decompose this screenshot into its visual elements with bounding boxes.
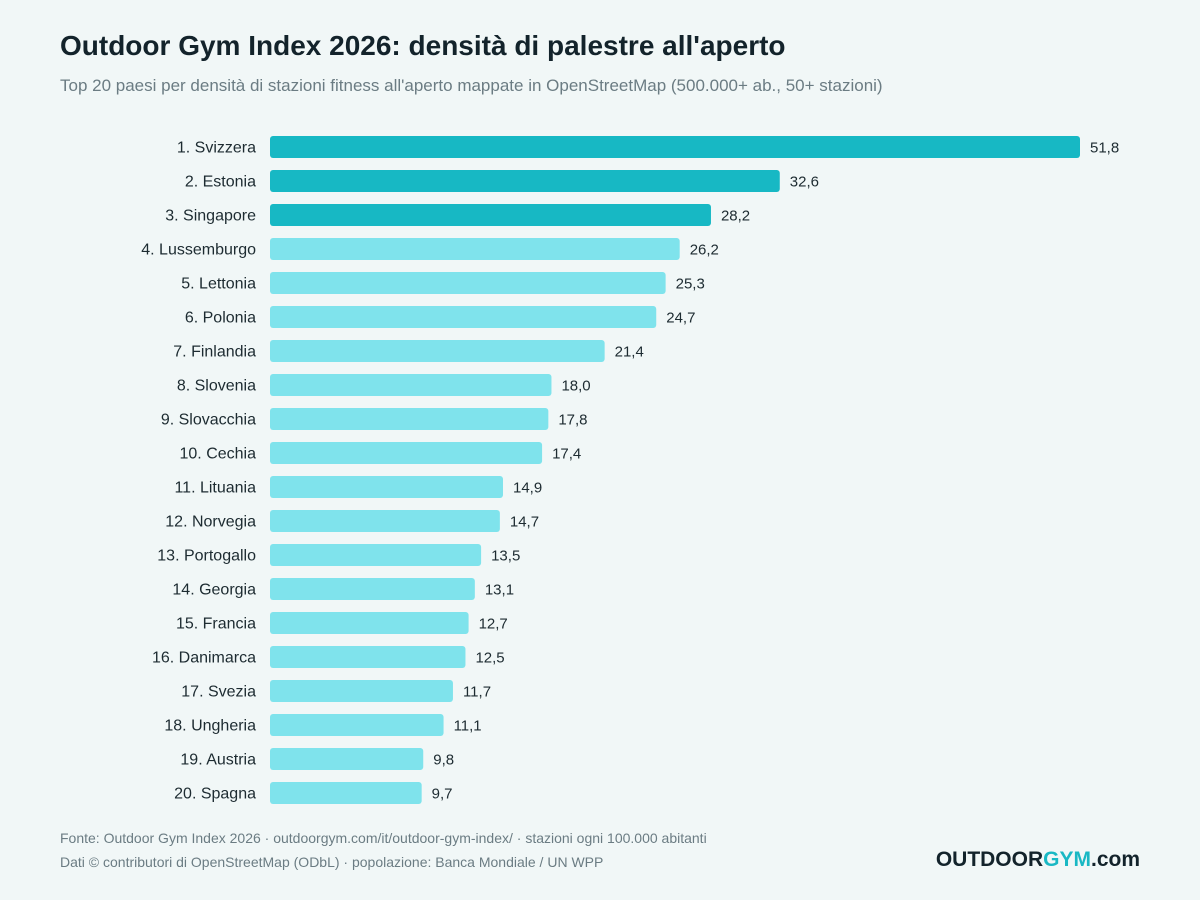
bar-spagna — [270, 782, 422, 804]
bar-francia — [270, 612, 469, 634]
value-label-georgia: 13,1 — [485, 582, 514, 599]
data-credit: Dati © contributori di OpenStreetMap (OD… — [60, 854, 604, 870]
value-label-finlandia: 21,4 — [615, 344, 644, 361]
category-label-lussemburgo: 4. Lussemburgo — [141, 242, 256, 259]
chart-title: Outdoor Gym Index 2026: densità di pales… — [60, 30, 786, 61]
source-note: Fonte: Outdoor Gym Index 2026 · outdoorg… — [60, 830, 707, 846]
bar-slovenia — [270, 374, 552, 396]
bar-portogallo — [270, 544, 482, 566]
value-label-polonia: 24,7 — [666, 310, 695, 327]
value-label-singapore: 28,2 — [721, 208, 750, 225]
value-label-danimarca: 12,5 — [475, 650, 504, 667]
logo-text-domain: .com — [1090, 848, 1140, 871]
value-label-francia: 12,7 — [479, 616, 508, 633]
bar-estonia — [270, 170, 780, 192]
category-label-estonia: 2. Estonia — [185, 174, 256, 191]
value-label-svezia: 11,7 — [463, 684, 491, 701]
category-label-ungheria: 18. Ungheria — [164, 718, 256, 735]
bar-finlandia — [270, 340, 605, 362]
category-label-portogallo: 13. Portogallo — [157, 548, 256, 565]
category-label-slovenia: 8. Slovenia — [177, 378, 256, 395]
value-label-slovenia: 18,0 — [561, 378, 590, 395]
value-label-svizzera: 51,8 — [1090, 140, 1119, 157]
bar-lettonia — [270, 272, 666, 294]
category-label-finlandia: 7. Finlandia — [173, 344, 256, 361]
value-label-ungheria: 11,1 — [454, 718, 482, 735]
category-label-norvegia: 12. Norvegia — [165, 514, 256, 531]
logo-text-gym: GYM — [1043, 848, 1091, 871]
bar-lussemburgo — [270, 238, 680, 260]
bar-georgia — [270, 578, 475, 600]
category-label-svizzera: 1. Svizzera — [177, 140, 256, 157]
category-label-lettonia: 5. Lettonia — [181, 276, 256, 293]
value-label-lussemburgo: 26,2 — [690, 242, 719, 259]
value-label-portogallo: 13,5 — [491, 548, 520, 565]
chart-subtitle: Top 20 paesi per densità di stazioni fit… — [60, 76, 883, 95]
bar-norvegia — [270, 510, 500, 532]
bar-slovacchia — [270, 408, 549, 430]
category-label-spagna: 20. Spagna — [174, 786, 256, 803]
bar-ungheria — [270, 714, 444, 736]
value-label-norvegia: 14,7 — [510, 514, 539, 531]
logo-text-outdoor: OUTDOOR — [935, 848, 1044, 871]
category-label-slovacchia: 9. Slovacchia — [161, 412, 256, 429]
bar-polonia — [270, 306, 657, 328]
bar-singapore — [270, 204, 711, 226]
value-label-estonia: 32,6 — [790, 174, 819, 191]
value-label-cechia: 17,4 — [552, 446, 581, 463]
bar-austria — [270, 748, 424, 770]
value-label-austria: 9,8 — [433, 752, 454, 769]
value-label-lituania: 14,9 — [513, 480, 542, 497]
bar-lituania — [270, 476, 503, 498]
category-label-danimarca: 16. Danimarca — [152, 650, 256, 667]
brand-logo[interactable]: OUTDOORGYM.com — [936, 848, 1140, 872]
bar-svizzera — [270, 136, 1080, 158]
bar-svezia — [270, 680, 453, 702]
category-label-cechia: 10. Cechia — [180, 446, 257, 463]
category-label-polonia: 6. Polonia — [185, 310, 256, 327]
category-label-singapore: 3. Singapore — [165, 208, 256, 225]
category-label-francia: 15. Francia — [176, 616, 256, 633]
bar-chart: 1. Svizzera 51,8 2. Estonia 32,6 3. Singapor… — [141, 136, 1119, 804]
category-label-austria: 19. Austria — [180, 752, 256, 769]
category-label-lituania: 11. Lituania — [174, 480, 256, 497]
category-label-svezia: 17. Svezia — [181, 684, 256, 701]
bar-danimarca — [270, 646, 466, 668]
value-label-spagna: 9,7 — [432, 786, 453, 803]
value-label-slovacchia: 17,8 — [558, 412, 587, 429]
value-label-lettonia: 25,3 — [676, 276, 705, 293]
bar-cechia — [270, 442, 543, 464]
category-label-georgia: 14. Georgia — [172, 582, 256, 599]
